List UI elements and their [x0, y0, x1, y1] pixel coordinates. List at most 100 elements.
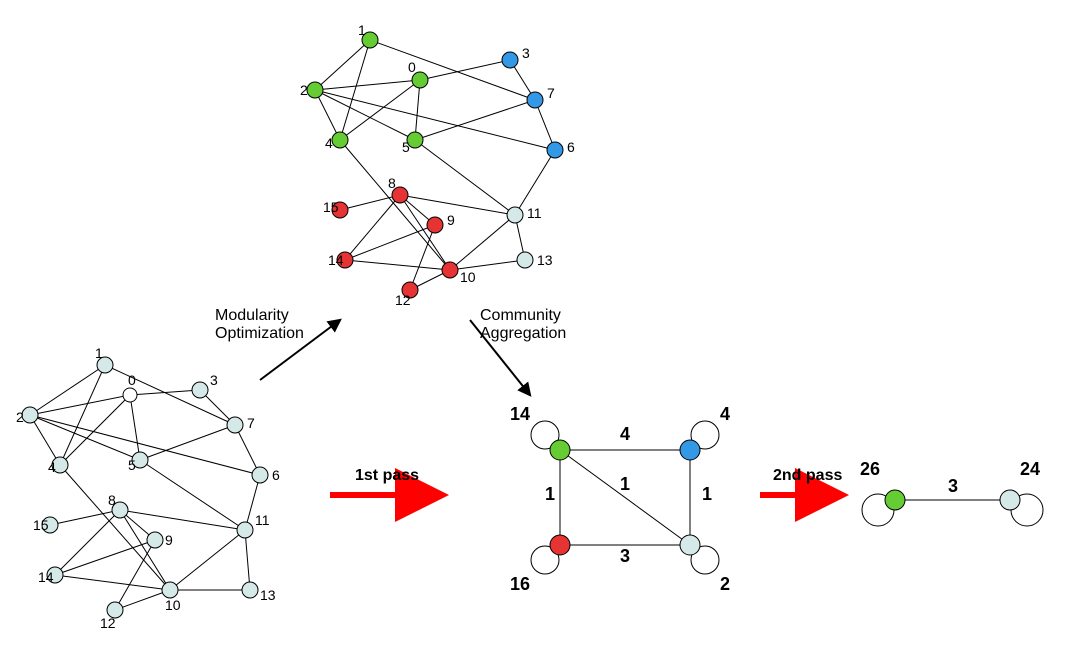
- colored-edge: [315, 90, 555, 150]
- agg-node-b: [680, 440, 700, 460]
- orig-edge: [130, 395, 140, 460]
- orig-edge: [55, 540, 155, 575]
- colored-edge: [415, 80, 420, 140]
- agg-node-g: [550, 440, 570, 460]
- colored-label-12: 12: [395, 292, 411, 308]
- colored-label-9: 9: [447, 212, 455, 228]
- colored-edge: [345, 195, 400, 260]
- colored-label-10: 10: [460, 269, 476, 285]
- orig-label-3: 3: [210, 372, 218, 388]
- orig-node-9: [147, 532, 163, 548]
- orig-label-2: 2: [16, 409, 24, 425]
- orig-edge: [115, 590, 170, 610]
- colored-label-15: 15: [323, 199, 339, 215]
- orig-edge: [140, 460, 245, 530]
- colored-edge: [340, 195, 400, 210]
- orig-label-0: 0: [128, 372, 136, 388]
- colored-label-4: 4: [325, 135, 333, 151]
- colored-edge: [340, 140, 450, 270]
- agg-edge-weight: 1: [620, 474, 630, 494]
- colored-edge: [340, 80, 420, 140]
- colored-node-3: [502, 52, 518, 68]
- colored-node-2: [307, 82, 323, 98]
- colored-label-6: 6: [567, 139, 575, 155]
- orig-label-4: 4: [48, 459, 56, 475]
- final-node-L: [885, 490, 905, 510]
- agg-selfloop-weight-r: 16: [510, 574, 530, 594]
- pass-label-2: 1st pass: [355, 467, 419, 484]
- agg-edge: [560, 450, 690, 545]
- colored-label-5: 5: [402, 139, 410, 155]
- colored-label-2: 2: [300, 82, 308, 98]
- orig-edge: [60, 395, 130, 465]
- colored-edge: [415, 140, 515, 215]
- orig-edge: [30, 415, 140, 460]
- orig-label-5: 5: [128, 457, 136, 473]
- orig-label-9: 9: [165, 532, 173, 548]
- colored-node-10: [442, 262, 458, 278]
- orig-node-13: [242, 582, 258, 598]
- orig-edge: [120, 510, 245, 530]
- agg-selfloop-weight-g: 14: [510, 404, 530, 424]
- colored-edge: [315, 90, 415, 140]
- colored-node-4: [332, 132, 348, 148]
- final-node-R: [1000, 490, 1020, 510]
- orig-label-10: 10: [165, 597, 181, 613]
- colored-edge: [340, 40, 370, 140]
- colored-label-8: 8: [388, 175, 396, 191]
- colored-node-13: [517, 252, 533, 268]
- agg-edge-weight: 1: [545, 484, 555, 504]
- colored-edge: [400, 195, 515, 215]
- colored-label-0: 0: [408, 59, 416, 75]
- orig-edge: [30, 415, 60, 465]
- orig-edge: [170, 530, 245, 590]
- orig-label-1: 1: [95, 345, 103, 361]
- orig-node-6: [252, 467, 268, 483]
- colored-label-14: 14: [328, 252, 344, 268]
- colored-edge: [345, 225, 435, 260]
- colored-label-1: 1: [358, 22, 366, 38]
- colored-edge: [345, 260, 450, 270]
- agg-node-r: [550, 535, 570, 555]
- orig-node-11: [237, 522, 253, 538]
- final-edge-weight: 3: [948, 476, 958, 496]
- orig-label-15: 15: [33, 517, 49, 533]
- orig-label-13: 13: [260, 587, 276, 603]
- orig-edge: [140, 425, 235, 460]
- orig-label-7: 7: [247, 415, 255, 431]
- agg-selfloop-weight-p: 2: [720, 574, 730, 594]
- orig-node-3: [192, 382, 208, 398]
- step-label-0: ModularityOptimization: [215, 307, 304, 342]
- agg-selfloop-weight-b: 4: [720, 404, 730, 424]
- orig-label-14: 14: [38, 569, 54, 585]
- step-label-1: CommunityAggregation: [480, 307, 566, 342]
- orig-edge: [245, 530, 250, 590]
- orig-label-6: 6: [272, 467, 280, 483]
- orig-label-12: 12: [100, 615, 116, 631]
- orig-node-0: [123, 388, 137, 402]
- agg-node-p: [680, 535, 700, 555]
- orig-edge: [50, 510, 120, 525]
- agg-edge-weight: 1: [702, 484, 712, 504]
- colored-node-7: [527, 92, 543, 108]
- orig-label-8: 8: [108, 492, 116, 508]
- colored-label-7: 7: [547, 85, 555, 101]
- final-selfloop-weight-L: 26: [860, 459, 880, 479]
- orig-node-10: [162, 582, 178, 598]
- colored-edge: [315, 80, 420, 90]
- colored-label-11: 11: [527, 205, 542, 221]
- colored-edge: [370, 40, 535, 100]
- colored-edge: [400, 195, 450, 270]
- colored-label-13: 13: [537, 252, 553, 268]
- pass-label-3: 2nd pass: [773, 467, 842, 484]
- orig-edge: [60, 465, 170, 590]
- louvain-diagram: 0123456789101112131415012345678910111213…: [0, 0, 1080, 656]
- colored-node-6: [547, 142, 563, 158]
- colored-label-3: 3: [522, 45, 530, 61]
- orig-node-7: [227, 417, 243, 433]
- orig-edge: [55, 575, 170, 590]
- colored-edge: [410, 225, 435, 290]
- orig-edge: [55, 510, 120, 575]
- arrows-layer: ModularityOptimization CommunityAggregati…: [215, 307, 842, 495]
- colored-node-11: [507, 207, 523, 223]
